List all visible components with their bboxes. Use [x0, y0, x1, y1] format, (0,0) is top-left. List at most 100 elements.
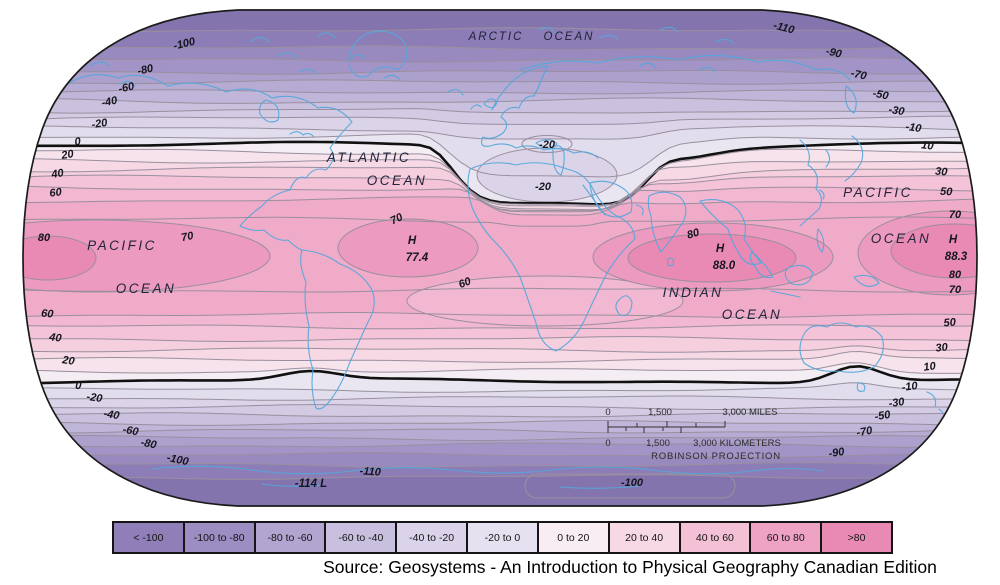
contour-label: 30 — [935, 166, 949, 179]
legend: < -100 -100 to -80 -80 to -60 -60 to -40 -40… — [112, 521, 893, 554]
legend-label: 60 to 80 — [766, 531, 805, 544]
map-labels: ARCTIC OCEAN ATLANTIC OCEAN PACIFIC OCEAN PACI… — [38, 20, 968, 490]
extreme-label: H — [949, 234, 958, 246]
extreme-label: 88.0 — [713, 260, 736, 272]
legend-item: -80 to -60 — [253, 523, 325, 552]
legend-item: 20 to 40 — [607, 523, 679, 552]
contour-label: -30 — [888, 396, 906, 410]
contour-label: 70 — [949, 209, 962, 221]
extreme-label: 77.4 — [406, 252, 429, 264]
coastline-path — [519, 54, 857, 114]
contour-label: 60 — [457, 275, 474, 291]
coastline-path — [470, 98, 498, 110]
legend-label: -60 to -40 — [338, 531, 384, 544]
legend-label: -20 to 0 — [484, 531, 521, 544]
contour-label: 20 — [60, 148, 76, 162]
legend-item: < -100 — [114, 523, 183, 552]
ocean-label: ARCTIC — [468, 31, 524, 43]
legend-item: >80 — [820, 523, 891, 552]
legend-label: 20 to 40 — [625, 531, 664, 544]
contour-label: 80 — [38, 232, 51, 244]
legend-label: -80 to -60 — [267, 531, 313, 544]
coastline-path — [151, 465, 823, 489]
legend-label: 0 to 20 — [557, 531, 590, 544]
ocean-label: OCEAN — [116, 281, 177, 296]
map-outline — [22, 9, 978, 507]
ocean-label: OCEAN — [367, 173, 428, 188]
contour-label: -50 — [872, 88, 891, 103]
legend-item: 0 to 20 — [536, 523, 608, 552]
contour-label: -10 — [901, 380, 919, 394]
contour-label: 50 — [940, 186, 954, 199]
contour-label: 70 — [949, 284, 962, 296]
contour-label: -60 — [117, 80, 136, 95]
contour-label: 10 — [921, 139, 935, 153]
extreme-label: -114 L — [295, 478, 327, 490]
coastline-path — [615, 295, 633, 317]
isotherm-lines — [23, 27, 977, 480]
contour-label: -80 — [136, 62, 155, 77]
legend-item: -100 to -80 — [182, 523, 254, 552]
legend-item: 40 to 60 — [678, 523, 750, 552]
projection-label: ROBINSON PROJECTION — [651, 451, 781, 462]
coastline-path — [259, 99, 315, 138]
legend-item: -40 to -20 — [395, 523, 467, 552]
coastline-path — [61, 74, 353, 251]
scale-bar-km-ticks — [607, 427, 682, 433]
scale-miles-mid: 1,500 — [648, 407, 672, 418]
contour-label: 80 — [949, 269, 962, 281]
contour-label: -40 — [100, 94, 119, 109]
legend-label: -100 to -80 — [193, 531, 245, 544]
contour-label: 30 — [935, 341, 949, 354]
ocean-label: OCEAN — [871, 231, 932, 246]
contour-label: -20 — [539, 139, 556, 151]
contour-label: -10 — [905, 121, 923, 135]
legend-label: < -100 — [133, 531, 164, 544]
contour-label: -40 — [103, 408, 121, 422]
contour-label: 0 — [75, 380, 83, 393]
contour-label: 20 — [61, 354, 77, 368]
coastline-path — [589, 180, 633, 218]
contour-label: -20 — [535, 181, 552, 193]
coastline-path — [300, 249, 375, 410]
source-citation: Source: Geosystems - An Introduction to … — [323, 557, 937, 577]
contour-label: -90 — [828, 446, 846, 460]
contour-label: -20 — [91, 117, 109, 131]
contour-label: 0 — [74, 136, 82, 149]
extreme-label: H — [716, 243, 725, 255]
contour-label: 10 — [923, 360, 937, 374]
contour-label: -70 — [856, 425, 875, 440]
ocean-label: PACIFIC — [843, 185, 913, 200]
contour-label: 50 — [943, 316, 957, 329]
ocean-label: OCEAN — [722, 307, 783, 322]
ocean-label: OCEAN — [544, 31, 595, 43]
contour-label: 40 — [48, 331, 63, 345]
scale-km-end: 3,000 KILOMETERS — [693, 438, 781, 449]
legend-label: >80 — [847, 531, 866, 544]
coastline-path — [799, 135, 864, 227]
contour-label: 70 — [180, 230, 195, 244]
scale-miles-zero: 0 — [605, 407, 610, 418]
contour-label: -60 — [122, 424, 141, 439]
coastline-path — [647, 191, 687, 267]
legend-item: -20 to 0 — [466, 523, 537, 552]
contour-label: -20 — [86, 391, 104, 405]
coastline-path — [481, 65, 599, 159]
contour-label: -100 — [166, 452, 191, 468]
ocean-label: ATLANTIC — [326, 150, 411, 165]
contour-label: 70 — [389, 211, 406, 228]
extreme-label: H — [408, 235, 417, 247]
contour-label: -30 — [888, 104, 906, 118]
contour-label: -100 — [621, 477, 644, 489]
contour-label: 60 — [41, 308, 55, 321]
scale-miles-end: 3,000 MILES — [723, 407, 778, 418]
scale-km-mid: 1,500 — [646, 438, 670, 449]
contour-label: 80 — [686, 226, 702, 241]
coastline-path — [348, 30, 408, 78]
scale-bar-miles-ticks — [607, 421, 726, 427]
extreme-label: 88.3 — [945, 251, 968, 263]
legend-item: -60 to -40 — [324, 523, 396, 552]
coastline-path — [467, 162, 636, 352]
contour-label: -80 — [140, 437, 159, 452]
